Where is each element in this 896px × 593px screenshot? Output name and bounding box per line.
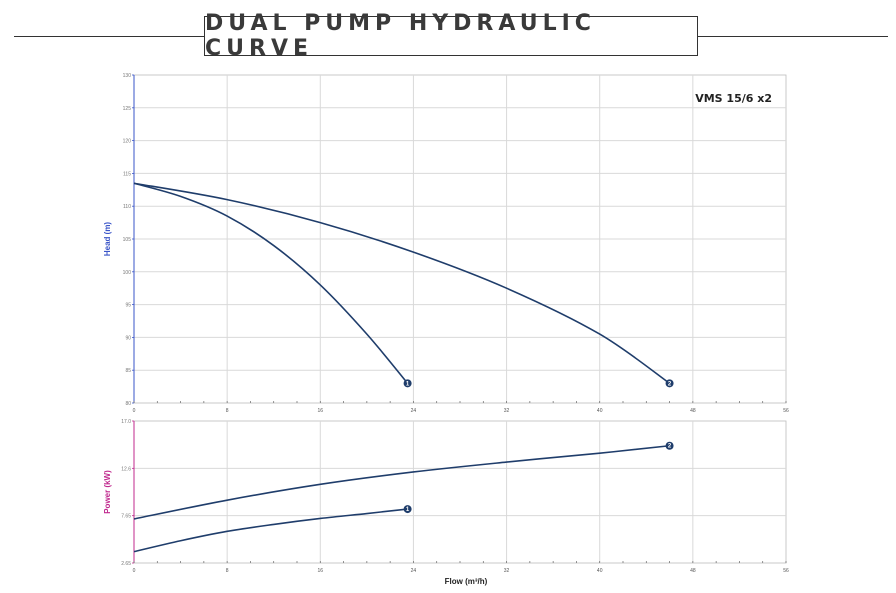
head-x-tick-label: 32: [504, 408, 510, 414]
power-panel: 2.65 7.65 12.6 17.0 Power (kW) 0 8 16 24 32 40 48 56…: [103, 419, 789, 586]
chart-title: DUAL PUMP HYDRAULIC CURVE: [205, 11, 596, 61]
head-y-tick-label: 90: [125, 335, 131, 341]
head-x-tick-label: 8: [226, 408, 229, 414]
power-x-tick-label: 0: [133, 568, 136, 574]
power-y-tick-label: 12.6: [121, 466, 131, 472]
head-y-tick-label: 125: [123, 106, 132, 112]
head-x-tick-label: 24: [411, 408, 417, 414]
head-series-2-marker: [665, 379, 674, 388]
power-y-tick-label: 17.0: [121, 419, 131, 425]
power-x-tick-label: 24: [411, 568, 417, 574]
power-series-2-marker: [665, 441, 674, 450]
power-series-1-marker: [403, 505, 412, 514]
x-axis-title: Flow (m³/h): [445, 577, 488, 586]
power-axis-title: Power (kW): [103, 470, 112, 514]
power-series-2-marker-label: 2: [668, 444, 672, 450]
head-x-tick-label: 56: [783, 408, 789, 414]
head-series-1-marker-label: 1: [406, 381, 410, 387]
power-x-tick-label: 56: [783, 568, 789, 574]
power-plot-border: [133, 420, 787, 564]
head-series-2-line: [133, 182, 671, 384]
head-x-tick-label: 40: [597, 408, 603, 414]
head-y-tick-label: 85: [125, 368, 131, 374]
head-panel: 80 85 90 95 100 105 110 115 120 125 130 Head (m) 0 8 1…: [103, 73, 789, 414]
head-y-tick-label: 110: [123, 204, 131, 210]
power-x-tick-label: 16: [318, 568, 324, 574]
model-label: VMS 15/6 x2: [695, 92, 772, 105]
power-x-tick-label: 48: [690, 568, 696, 574]
power-y-tick-label: 7.65: [121, 514, 131, 520]
head-series-2-marker-label: 2: [668, 381, 672, 387]
head-series-1-marker: [403, 379, 412, 388]
power-x-tick-label: 40: [597, 568, 603, 574]
head-y-tick-label: 105: [123, 237, 132, 243]
power-series-1-line: [133, 508, 408, 553]
header-rule-right: [698, 36, 888, 37]
power-x-tick-label: 8: [226, 568, 229, 574]
head-y-tick-label: 115: [123, 171, 131, 177]
power-x-tick-label: 32: [504, 568, 510, 574]
head-y-tick-label: 95: [125, 303, 131, 309]
head-x-tick-label: 48: [690, 408, 696, 414]
head-y-tick-label: 100: [123, 270, 132, 276]
header-rule-left: [14, 36, 204, 37]
head-y-tick-label: 120: [123, 139, 132, 145]
head-x-tick-label: 0: [133, 408, 136, 414]
power-y-tick-label: 2.65: [121, 561, 131, 567]
power-series-1-marker-label: 1: [406, 507, 410, 513]
title-box: DUAL PUMP HYDRAULIC CURVE: [204, 11, 698, 61]
head-series-1-line: [133, 182, 409, 384]
head-x-tick-label: 16: [318, 408, 324, 414]
head-y-tick-label: 130: [123, 73, 132, 79]
power-series-2-line: [133, 444, 670, 520]
head-y-tick-label: 80: [125, 401, 131, 407]
head-axis-title: Head (m): [103, 222, 112, 257]
